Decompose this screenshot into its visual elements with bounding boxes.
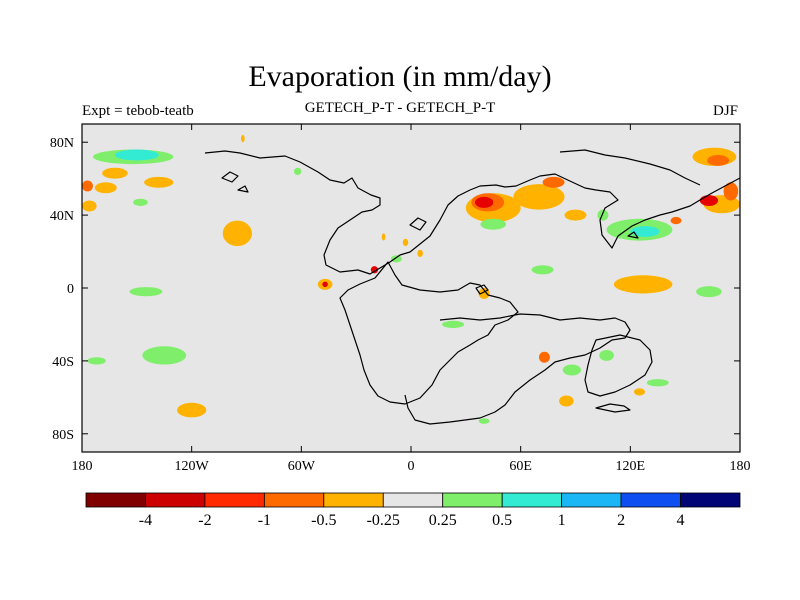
coastline-island-small-east [627, 231, 639, 239]
anomaly-patch [102, 167, 128, 179]
colorbar-swatch [323, 492, 384, 508]
coastline-island-antarctic-east [584, 334, 653, 397]
y-tick-label: 80S [52, 428, 74, 443]
anomaly-patch [707, 154, 730, 166]
colorbar-label: 4 [677, 512, 685, 529]
colorbar-swatch [145, 492, 206, 508]
season-label: DJF [712, 103, 738, 119]
colorbar-label: 0.25 [429, 512, 457, 529]
y-tick-label: 40S [52, 355, 74, 370]
colorbar-swatch [204, 492, 265, 508]
colorbar-swatch [85, 492, 146, 508]
anomaly-patch [381, 233, 386, 241]
anomaly-patch [597, 209, 609, 221]
coastline-island-arctic-1 [221, 171, 239, 183]
anomaly-patch [562, 364, 581, 376]
coastlines [204, 149, 740, 425]
colorbar-swatch [263, 492, 325, 508]
anomaly-patch [94, 182, 117, 194]
anomaly-patch [646, 379, 669, 387]
anomaly-patch [241, 134, 245, 143]
y-tick-label: 80N [50, 136, 74, 151]
anomaly-patch [630, 226, 660, 237]
anomaly-patch [133, 198, 148, 207]
anomaly-patch [513, 184, 565, 210]
anomaly-patch [177, 402, 207, 418]
x-tick-label: 60E [509, 459, 532, 474]
anomaly-patch [114, 149, 159, 161]
y-tick-label: 40N [50, 209, 74, 224]
anomaly-patch [723, 182, 739, 201]
anomaly-patch [370, 266, 379, 274]
colorbar-swatch [501, 492, 563, 508]
dataset-label: GETECH_P-T - GETECH_P-T [304, 100, 496, 116]
anomaly-patch [87, 357, 106, 365]
colorbar-label: -4 [139, 512, 152, 529]
anomaly-patch [222, 220, 252, 247]
coastline-island-europe [409, 217, 427, 231]
coastline-island-arctic-2 [237, 185, 249, 193]
colorbar-swatch [442, 492, 503, 508]
anomaly-patch [478, 418, 490, 424]
colorbar-label: 1 [558, 512, 566, 529]
colorbar-swatch [561, 492, 622, 508]
colorbar-label: 0.5 [492, 512, 512, 529]
anomaly-patch [599, 349, 614, 361]
anomaly-patch [542, 176, 565, 188]
colorbar-label: -2 [198, 512, 211, 529]
y-tick-label: 0 [67, 282, 74, 297]
anomaly-patch [538, 351, 550, 363]
coastline-island-south [595, 403, 631, 413]
anomaly-patch [294, 167, 302, 176]
anomaly-patch [144, 176, 174, 188]
anomaly-patch [82, 180, 93, 192]
anomaly-patch [696, 286, 722, 298]
x-tick-label: 120E [616, 459, 646, 474]
x-tick-label: 60W [288, 459, 316, 474]
anomaly-patch [633, 388, 645, 396]
anomaly-patch [474, 196, 494, 208]
coastline-africa [339, 261, 519, 405]
anomaly-patch [613, 275, 673, 294]
x-tick-label: 180 [72, 459, 93, 474]
anomaly-patch [82, 200, 97, 212]
colorbar-swatch [382, 492, 444, 508]
anomaly-patch [564, 209, 587, 221]
anomaly-patch [442, 320, 465, 329]
colorbar-label: -1 [258, 512, 271, 529]
anomaly-patch [402, 238, 409, 247]
anomaly-layer [82, 134, 740, 424]
colorbar-label: 2 [617, 512, 625, 529]
colorbar-label: -0.5 [311, 512, 336, 529]
coastline-north-america-asia [204, 150, 740, 275]
anomaly-patch [559, 395, 574, 407]
colorbar-swatch [620, 492, 681, 508]
x-tick-label: 180 [730, 459, 751, 474]
plot-title: Evaporation (in mm/day) [248, 60, 552, 93]
x-tick-label: 120W [175, 459, 210, 474]
coastline-southern-continent [404, 313, 631, 425]
experiment-label: Expt = tebob-teatb [82, 103, 194, 119]
x-tick-label: 0 [408, 459, 415, 474]
colorbar-label: -0.25 [367, 512, 400, 529]
anomaly-patch [129, 287, 163, 297]
axes: 180 120W 60W 0 60E 120E 180 80N 40N 0 40S 80S [50, 124, 751, 474]
anomaly-patch [322, 281, 328, 288]
coastline-arctic [559, 149, 701, 186]
coastline-island-mid [475, 284, 489, 295]
anomaly-patch [699, 195, 719, 207]
colorbar-swatch [680, 492, 741, 508]
anomaly-patch [142, 346, 187, 365]
anomaly-patch [531, 265, 554, 275]
anomaly-patch [390, 255, 402, 263]
colorbar: -4 -2 -1 -0.5 -0.25 0.25 0.5 1 2 4 [85, 492, 741, 529]
anomaly-patch [670, 216, 682, 225]
anomaly-patch [417, 249, 423, 258]
anomaly-patch [480, 218, 507, 230]
